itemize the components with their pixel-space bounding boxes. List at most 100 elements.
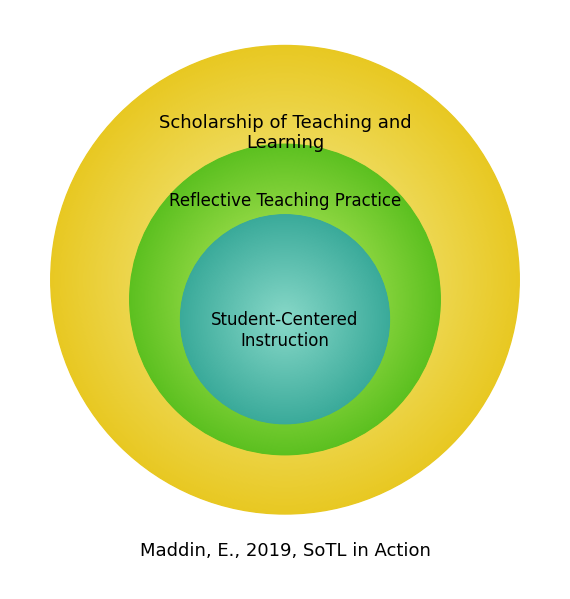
Circle shape: [279, 314, 291, 325]
Circle shape: [186, 221, 384, 418]
Circle shape: [274, 308, 296, 331]
Circle shape: [130, 144, 440, 455]
Circle shape: [194, 228, 376, 410]
Circle shape: [272, 306, 298, 332]
Circle shape: [146, 161, 424, 438]
Circle shape: [241, 235, 329, 324]
Circle shape: [105, 99, 465, 460]
Circle shape: [223, 238, 347, 361]
Circle shape: [72, 67, 498, 492]
Circle shape: [166, 161, 404, 398]
Circle shape: [141, 135, 429, 424]
Circle shape: [145, 140, 425, 419]
Circle shape: [211, 205, 359, 354]
Circle shape: [267, 262, 303, 298]
Circle shape: [266, 261, 304, 298]
Circle shape: [230, 225, 340, 334]
Circle shape: [136, 131, 434, 429]
Circle shape: [192, 206, 378, 393]
Circle shape: [95, 89, 475, 470]
Circle shape: [251, 266, 319, 333]
Circle shape: [180, 174, 390, 385]
Circle shape: [201, 196, 369, 363]
Circle shape: [214, 248, 356, 391]
Circle shape: [222, 237, 348, 362]
Circle shape: [167, 162, 403, 398]
Circle shape: [222, 256, 348, 382]
Circle shape: [157, 152, 413, 408]
Circle shape: [252, 267, 318, 332]
Circle shape: [235, 269, 335, 370]
Circle shape: [226, 260, 344, 379]
Circle shape: [218, 252, 352, 386]
Circle shape: [195, 229, 375, 409]
Circle shape: [245, 279, 325, 359]
Circle shape: [259, 294, 311, 345]
Circle shape: [229, 244, 341, 355]
Circle shape: [233, 267, 337, 371]
Circle shape: [158, 153, 412, 407]
Circle shape: [140, 154, 430, 445]
Circle shape: [248, 262, 322, 337]
Circle shape: [245, 239, 325, 320]
Circle shape: [172, 187, 398, 412]
Circle shape: [139, 134, 431, 426]
Circle shape: [215, 210, 355, 349]
Circle shape: [266, 301, 304, 338]
Circle shape: [144, 138, 426, 421]
Circle shape: [226, 261, 344, 378]
Text: Reflective Teaching Practice: Reflective Teaching Practice: [169, 192, 401, 210]
Circle shape: [216, 231, 354, 368]
Circle shape: [276, 291, 294, 308]
Circle shape: [209, 223, 361, 376]
Circle shape: [201, 235, 369, 404]
Circle shape: [282, 316, 288, 322]
Circle shape: [167, 181, 403, 418]
Circle shape: [210, 205, 360, 355]
Circle shape: [209, 243, 361, 396]
Circle shape: [207, 202, 363, 358]
Circle shape: [209, 203, 361, 356]
Circle shape: [69, 63, 501, 496]
Circle shape: [168, 182, 402, 417]
Circle shape: [229, 223, 341, 336]
Circle shape: [198, 212, 372, 387]
Circle shape: [246, 260, 324, 339]
Circle shape: [284, 319, 286, 320]
Circle shape: [259, 273, 311, 326]
Circle shape: [215, 230, 355, 369]
Circle shape: [267, 282, 303, 317]
Circle shape: [221, 235, 349, 364]
Circle shape: [161, 156, 409, 404]
Circle shape: [270, 264, 300, 295]
Circle shape: [97, 92, 473, 468]
Circle shape: [225, 259, 345, 380]
Circle shape: [51, 46, 519, 513]
Circle shape: [279, 313, 291, 325]
Circle shape: [249, 263, 321, 336]
Circle shape: [209, 224, 361, 375]
Circle shape: [229, 263, 341, 376]
Circle shape: [102, 97, 468, 462]
Circle shape: [234, 249, 336, 350]
Circle shape: [223, 237, 347, 362]
Circle shape: [256, 291, 314, 348]
Circle shape: [209, 243, 361, 395]
Circle shape: [209, 243, 361, 395]
Circle shape: [231, 265, 339, 373]
Circle shape: [176, 191, 394, 408]
Circle shape: [195, 210, 375, 389]
Circle shape: [149, 164, 421, 435]
Circle shape: [176, 190, 394, 409]
Circle shape: [198, 232, 372, 406]
Circle shape: [250, 264, 320, 335]
Circle shape: [219, 253, 351, 385]
Circle shape: [255, 250, 315, 310]
Circle shape: [255, 289, 315, 350]
Circle shape: [249, 283, 321, 355]
Circle shape: [278, 311, 292, 327]
Circle shape: [200, 234, 370, 404]
Circle shape: [278, 292, 292, 307]
Circle shape: [234, 269, 336, 370]
Circle shape: [132, 147, 438, 452]
